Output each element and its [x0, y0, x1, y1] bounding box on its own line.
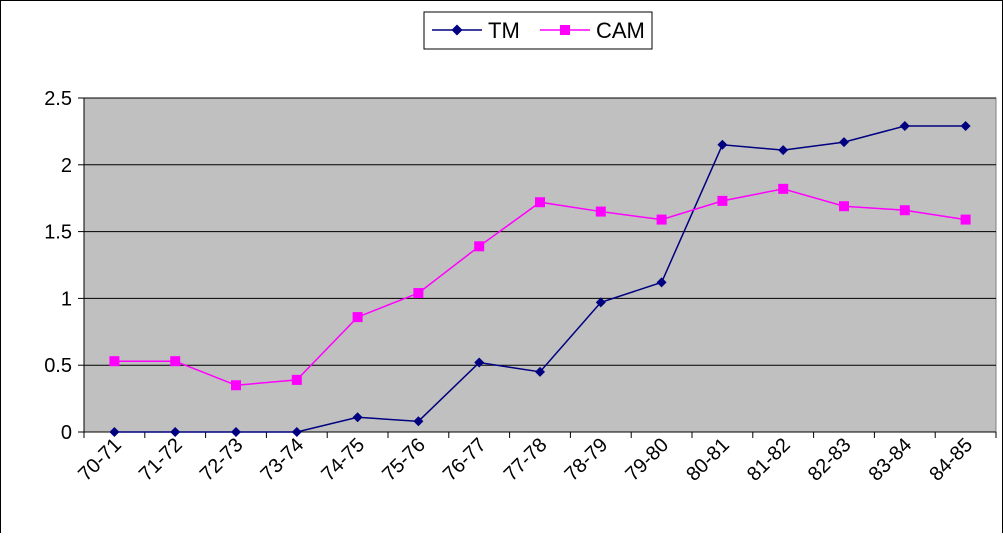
y-tick-label-4: 2	[61, 155, 72, 177]
point-cam-1	[170, 356, 181, 367]
legend-cam-label: CAM	[596, 18, 645, 43]
point-cam-3	[291, 374, 302, 385]
x-tick-label-2: 72-73	[196, 434, 248, 486]
legend: TM CAM	[423, 11, 653, 50]
point-cam-13	[899, 205, 910, 216]
x-tick-label-0: 70-71	[74, 434, 126, 486]
point-cam-7	[535, 197, 545, 208]
point-cam-9	[656, 214, 667, 225]
point-cam-11	[778, 183, 789, 194]
point-tm-3	[291, 427, 302, 437]
x-tick-label-11: 81-82	[743, 434, 795, 486]
point-tm-5	[413, 416, 424, 427]
gridlines	[84, 97, 996, 366]
point-tm-6	[474, 357, 485, 368]
point-tm-8	[595, 297, 606, 308]
x-tick-label-13: 83-84	[865, 434, 917, 486]
x-tick-label-12: 82-83	[804, 434, 856, 486]
x-tick-label-10: 80-81	[682, 434, 734, 486]
legend-cam-marker	[560, 25, 570, 35]
x-tick-label-8: 78-79	[561, 434, 613, 486]
point-cam-2	[231, 380, 241, 391]
point-tm-1	[170, 427, 181, 437]
x-tick-label-4: 74-75	[317, 434, 369, 486]
legend-tm-label: TM	[488, 18, 520, 43]
y-tick-label-0: 0	[61, 422, 72, 444]
point-cam-6	[474, 241, 485, 252]
x-tick-label-1: 71-72	[135, 434, 187, 486]
point-cam-0	[109, 356, 120, 367]
point-tm-11	[778, 145, 789, 156]
legend-tm-marker	[451, 24, 463, 36]
x-tick-label-6: 76-77	[439, 434, 491, 486]
point-tm-12	[839, 137, 849, 148]
y-tick-label-1: 0.5	[44, 355, 72, 377]
x-tick-label-5: 75-76	[378, 434, 430, 486]
x-tick-label-3: 73-74	[257, 434, 309, 486]
point-tm-7	[535, 366, 545, 377]
point-cam-14	[960, 214, 971, 225]
point-cam-5	[413, 288, 424, 299]
point-tm-13	[899, 121, 910, 132]
x-tick-label-14: 84-85	[925, 434, 977, 486]
point-tm-14	[960, 121, 971, 132]
point-tm-4	[352, 412, 363, 423]
y-tick-label-3: 1.5	[44, 222, 72, 244]
point-cam-12	[839, 201, 849, 212]
y-tick-label-5: 2.5	[44, 88, 72, 110]
plot-area	[83, 97, 997, 433]
x-tick-label-9: 79-80	[621, 434, 673, 486]
x-tick-label-7: 77-78	[500, 434, 552, 486]
point-cam-4	[352, 312, 363, 323]
y-tick-label-2: 1	[61, 288, 72, 310]
point-tm-10	[717, 139, 728, 150]
point-tm-9	[656, 277, 667, 288]
point-tm-0	[109, 427, 120, 437]
point-cam-8	[595, 206, 606, 217]
point-tm-2	[231, 427, 241, 437]
series	[109, 121, 971, 437]
point-cam-10	[717, 195, 728, 206]
